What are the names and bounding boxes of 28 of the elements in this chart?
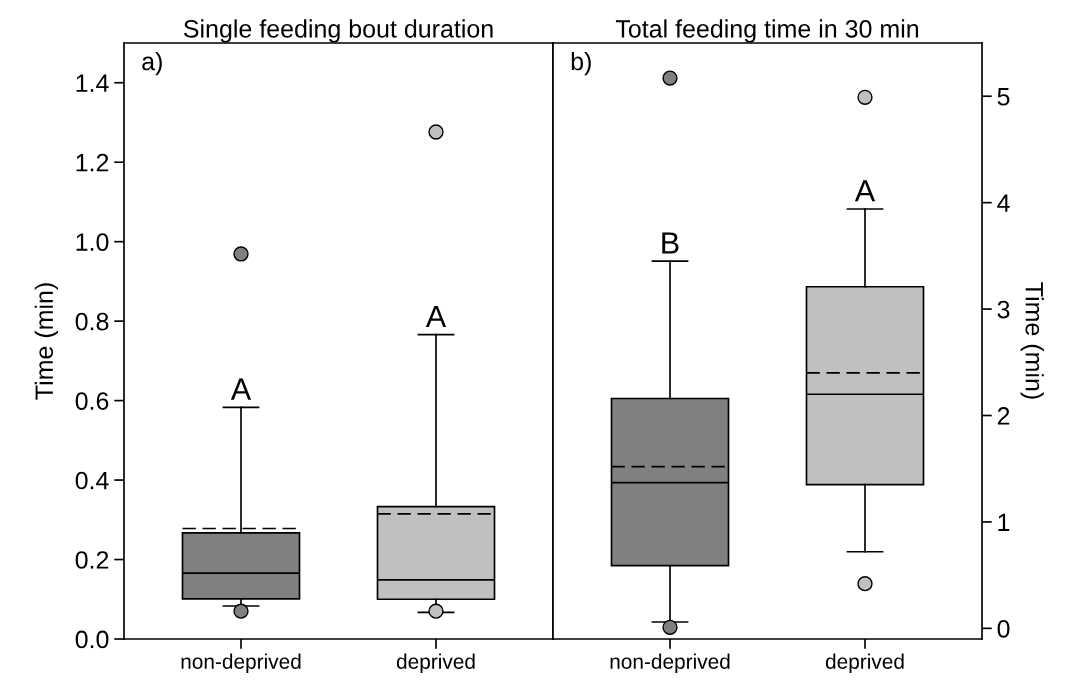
annotation: A bbox=[854, 180, 876, 202]
y-tick-label: 1 bbox=[998, 513, 1010, 531]
chart-title: Single feeding bout duration bbox=[183, 19, 493, 43]
y-tick-label: 5 bbox=[997, 88, 1010, 106]
y-axis-title: Time (min) bbox=[34, 283, 58, 400]
y-tick-label: 0.8 bbox=[75, 312, 109, 331]
y-tick-label: 3 bbox=[997, 300, 1010, 319]
x-tick-label: non-deprived bbox=[610, 653, 730, 673]
y-tick-label: 1.2 bbox=[76, 153, 109, 172]
y-tick-label: 0.6 bbox=[75, 392, 109, 410]
y-tick-label: 4 bbox=[997, 194, 1010, 212]
x-tick-label: non-deprived bbox=[181, 653, 301, 673]
y-axis-title: Time (min) bbox=[1020, 282, 1044, 399]
annotation: b) bbox=[571, 51, 591, 76]
x-tick-label: deprived bbox=[825, 653, 904, 673]
chart-title: Total feeding time in 30 min bbox=[615, 19, 919, 43]
y-tick-label: 0.0 bbox=[75, 630, 109, 649]
y-tick-label: 0.4 bbox=[75, 471, 109, 490]
annotation: A bbox=[230, 378, 252, 400]
x-tick-label: deprived bbox=[396, 653, 475, 673]
annotation: A bbox=[425, 305, 447, 327]
y-tick-label: 2 bbox=[997, 407, 1010, 425]
y-tick-label: 1.4 bbox=[76, 74, 109, 92]
y-tick-label: 1.0 bbox=[76, 233, 109, 251]
annotation: B bbox=[662, 232, 679, 254]
annotation: a) bbox=[142, 51, 162, 76]
y-tick-label: 0.2 bbox=[75, 551, 109, 569]
y-tick-label: 0 bbox=[997, 619, 1010, 638]
